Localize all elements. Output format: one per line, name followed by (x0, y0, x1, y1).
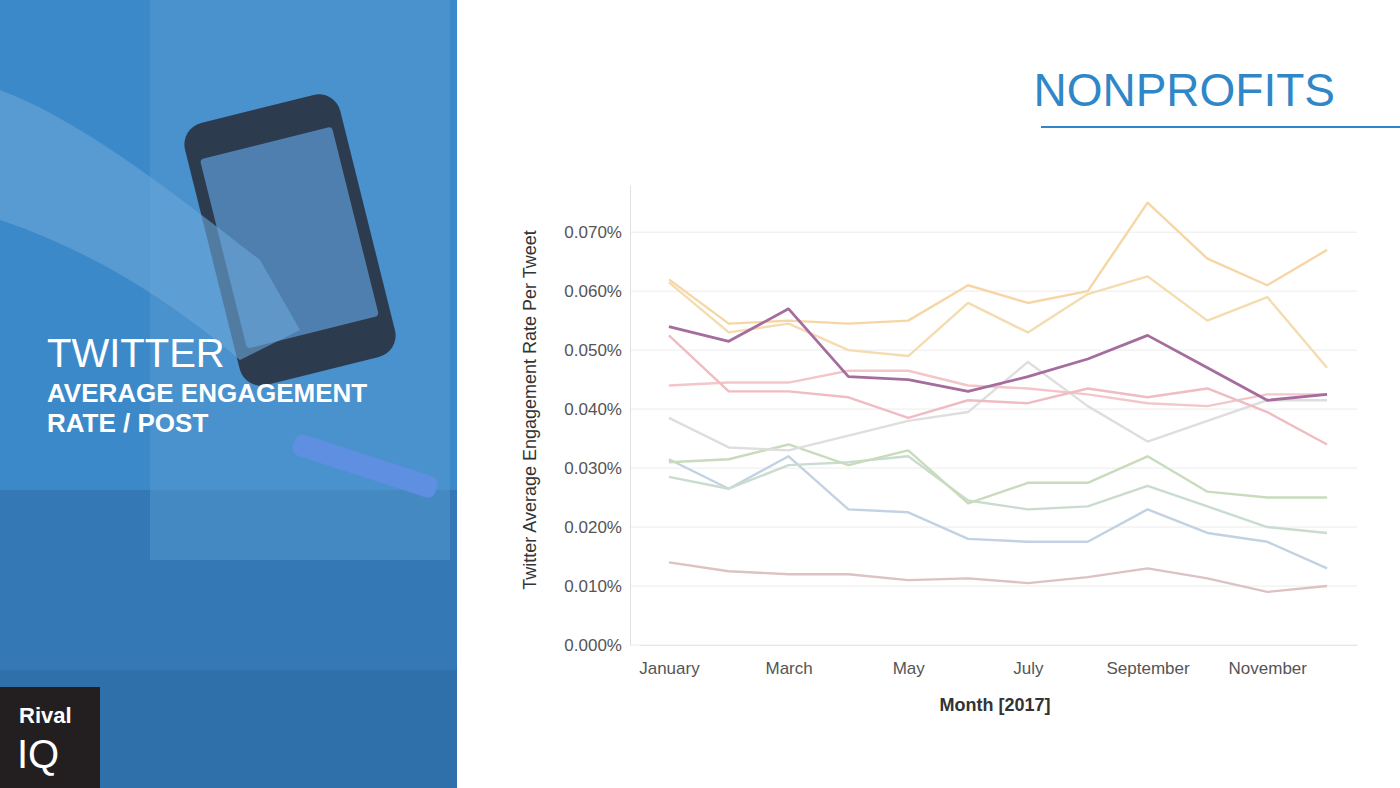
x-tick: March (765, 645, 812, 678)
y-axis-line (630, 186, 631, 646)
y-axis: 0.000% 0.010% 0.020% 0.030% 0.040% 0.050% 0.06… (564, 186, 630, 655)
grid-line (630, 468, 1357, 469)
panel-background (0, 0, 457, 788)
y-tick-label: 0.050% (564, 341, 622, 360)
x-axis: January March May July September November (639, 645, 1357, 678)
x-tick-label: November (1229, 659, 1308, 678)
pen (290, 432, 439, 499)
x-tick: May (893, 645, 926, 678)
series-line (669, 362, 1327, 450)
left-panel: TWITTERAVERAGE ENGAGEMENTRATE / POST Riva… (0, 0, 457, 788)
y-tick: 0.060% (564, 282, 630, 301)
y-tick: 0.000% (564, 636, 630, 655)
x-tick: July (1013, 645, 1044, 678)
grid-line (630, 527, 1357, 528)
series-line (669, 335, 1327, 444)
x-tick: November (1229, 645, 1308, 678)
grid-line (630, 645, 1357, 646)
panel-title: TWITTER (47, 331, 225, 375)
y-tick: 0.020% (564, 518, 630, 537)
panel-subtitle: RATE / POST (47, 408, 208, 438)
series-line (669, 562, 1327, 591)
series-line (669, 309, 1327, 400)
x-tick-label: March (765, 659, 812, 678)
grid-line (630, 291, 1357, 292)
y-tick-label: 0.010% (564, 577, 622, 596)
x-tick: January (639, 645, 700, 678)
x-axis-line (640, 645, 1358, 646)
y-tick-label: 0.070% (564, 223, 622, 242)
grid-line (630, 350, 1357, 351)
logo-text: Rival (19, 703, 72, 728)
grid (630, 232, 1357, 645)
y-tick-label: 0.030% (564, 459, 622, 478)
lines (669, 203, 1327, 592)
x-tick: September (1106, 645, 1189, 678)
y-tick: 0.040% (564, 400, 630, 419)
y-tick: 0.050% (564, 341, 630, 360)
page: TWITTERAVERAGE ENGAGEMENTRATE / POST Riva… (0, 0, 1400, 788)
y-tick-label: 0.060% (564, 282, 622, 301)
series-line (669, 444, 1327, 503)
y-tick: 0.010% (564, 577, 630, 596)
x-tick-label: July (1013, 659, 1044, 678)
x-tick-label: May (893, 659, 926, 678)
x-axis-title: Month [2017] (939, 695, 1050, 715)
series-line (669, 456, 1327, 568)
panel-subtitle: AVERAGE ENGAGEMENT (47, 378, 367, 408)
chart-title: NONPROFITS (1033, 64, 1335, 116)
x-tick-label: September (1106, 659, 1189, 678)
grid-line (630, 232, 1357, 233)
series-line (669, 203, 1327, 324)
logo-box (0, 687, 100, 788)
y-tick: 0.070% (564, 223, 630, 242)
y-tick-label: 0.000% (564, 636, 622, 655)
desk-front (0, 670, 457, 788)
hand (0, 90, 300, 360)
y-tick-label: 0.020% (564, 518, 622, 537)
y-tick-label: 0.040% (564, 400, 622, 419)
y-tick: 0.030% (564, 459, 630, 478)
grid-line (630, 409, 1357, 410)
y-axis-title: Twitter Average Engagement Rate Per Twee… (520, 230, 540, 590)
x-tick-label: January (639, 659, 700, 678)
title-underline (1041, 126, 1400, 128)
logo-text: IQ (17, 732, 59, 776)
